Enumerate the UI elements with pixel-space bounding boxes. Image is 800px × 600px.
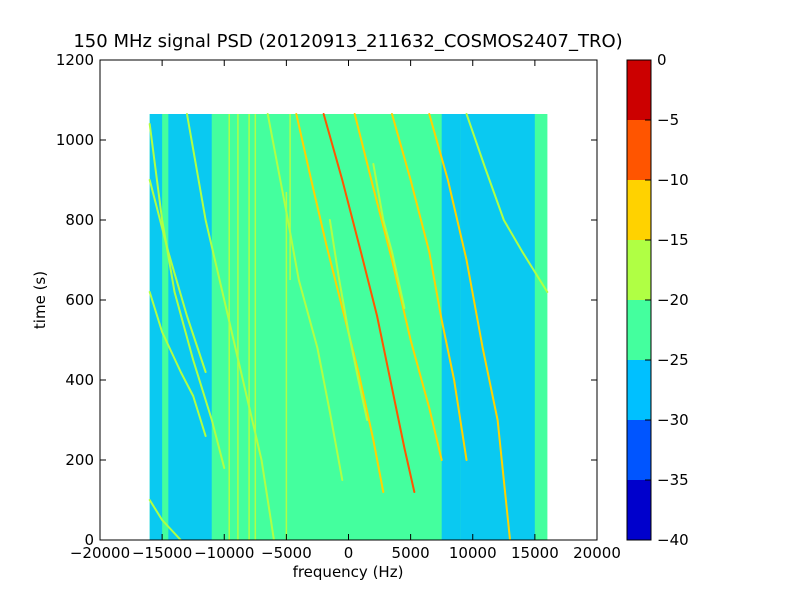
- colorbar-tick-label-8: −40: [657, 531, 689, 549]
- colorbar-tick-label-2: −10: [657, 171, 689, 189]
- noise-region-3: [441, 114, 461, 540]
- colorbar-band-0: [627, 480, 651, 540]
- colorbar-band-1: [627, 420, 651, 480]
- colorbar-band-2: [627, 360, 651, 420]
- x-tick-label-8: 20000: [573, 544, 621, 562]
- signal-trace-0: [148, 123, 226, 469]
- signal-trace-6: [322, 113, 416, 493]
- chart-title: 150 MHz signal PSD (20120913_211632_COSM…: [73, 31, 622, 52]
- signal-trace-1: [148, 291, 207, 437]
- colorbar-tick-label-0: 0: [657, 51, 667, 69]
- colorbar-tick-label-1: −5: [657, 111, 679, 129]
- x-tick-label-4: 0: [344, 544, 354, 562]
- colorbar-tick-label-4: −20: [657, 291, 689, 309]
- signal-trace-13: [148, 179, 207, 373]
- colorbar-tick-label-3: −15: [657, 231, 689, 249]
- colorbar-band-6: [627, 120, 651, 180]
- y-tick-label-0: 0: [84, 531, 94, 549]
- signal-trace-12: [372, 163, 406, 309]
- signal-trace-10: [465, 113, 549, 293]
- y-tick-label-1: 200: [65, 451, 94, 469]
- signal-trace-4: [266, 113, 344, 481]
- x-axis-label: frequency (Hz): [293, 563, 404, 581]
- signal-trace-2: [148, 499, 182, 540]
- x-tick-label-2: −10000: [194, 544, 254, 562]
- noise-region-5: [534, 114, 548, 540]
- colorbar-bands: [627, 60, 651, 540]
- y-tick-label-3: 600: [65, 291, 94, 309]
- y-tick-label-2: 400: [65, 371, 94, 389]
- colorbar-tick-label-6: −30: [657, 411, 689, 429]
- colorbar-band-5: [627, 180, 651, 240]
- x-tick-label-1: −15000: [132, 544, 192, 562]
- y-tick-label-4: 800: [65, 211, 94, 229]
- noise-region-2: [211, 114, 442, 540]
- colorbar-band-3: [627, 300, 651, 360]
- y-tick-label-6: 1200: [56, 51, 94, 69]
- heatmap-image: [148, 113, 549, 540]
- colorbar-band-4: [627, 240, 651, 300]
- x-tick-label-6: 10000: [449, 544, 497, 562]
- x-tick-label-5: 5000: [392, 544, 430, 562]
- noise-region-0: [149, 114, 163, 540]
- signal-trace-11: [328, 219, 369, 421]
- y-tick-label-5: 1000: [56, 131, 94, 149]
- signal-trace-5: [295, 113, 385, 493]
- colorbar: 0 −5 −10 −15 −20 −25 −30 −35 −40: [626, 51, 689, 549]
- x-tick-label-3: −5000: [261, 544, 312, 562]
- colorbar-band-7: [627, 60, 651, 120]
- x-tick-label-0: −20000: [70, 544, 130, 562]
- signal-trace-8: [390, 113, 468, 461]
- x-axis: −20000 −15000 −10000 −5000 0 5000 10000 15000 20…: [70, 60, 621, 562]
- signal-trace-9: [428, 113, 512, 540]
- x-tick-label-7: 15000: [511, 544, 559, 562]
- colorbar-tick-label-5: −25: [657, 351, 689, 369]
- signal-trace-7: [353, 113, 443, 461]
- colorbar-tick-label-7: −35: [657, 471, 689, 489]
- y-axis-label: time (s): [31, 271, 49, 329]
- noise-region-4: [460, 114, 535, 540]
- colorbar-ticks: 0 −5 −10 −15 −20 −25 −30 −35 −40: [645, 51, 689, 549]
- plot-area: −20000 −15000 −10000 −5000 0 5000 10000 15000 20…: [56, 51, 621, 562]
- signal-trace-3: [185, 113, 275, 540]
- y-axis: 0 200 400 600 800 1000 1200: [56, 51, 597, 549]
